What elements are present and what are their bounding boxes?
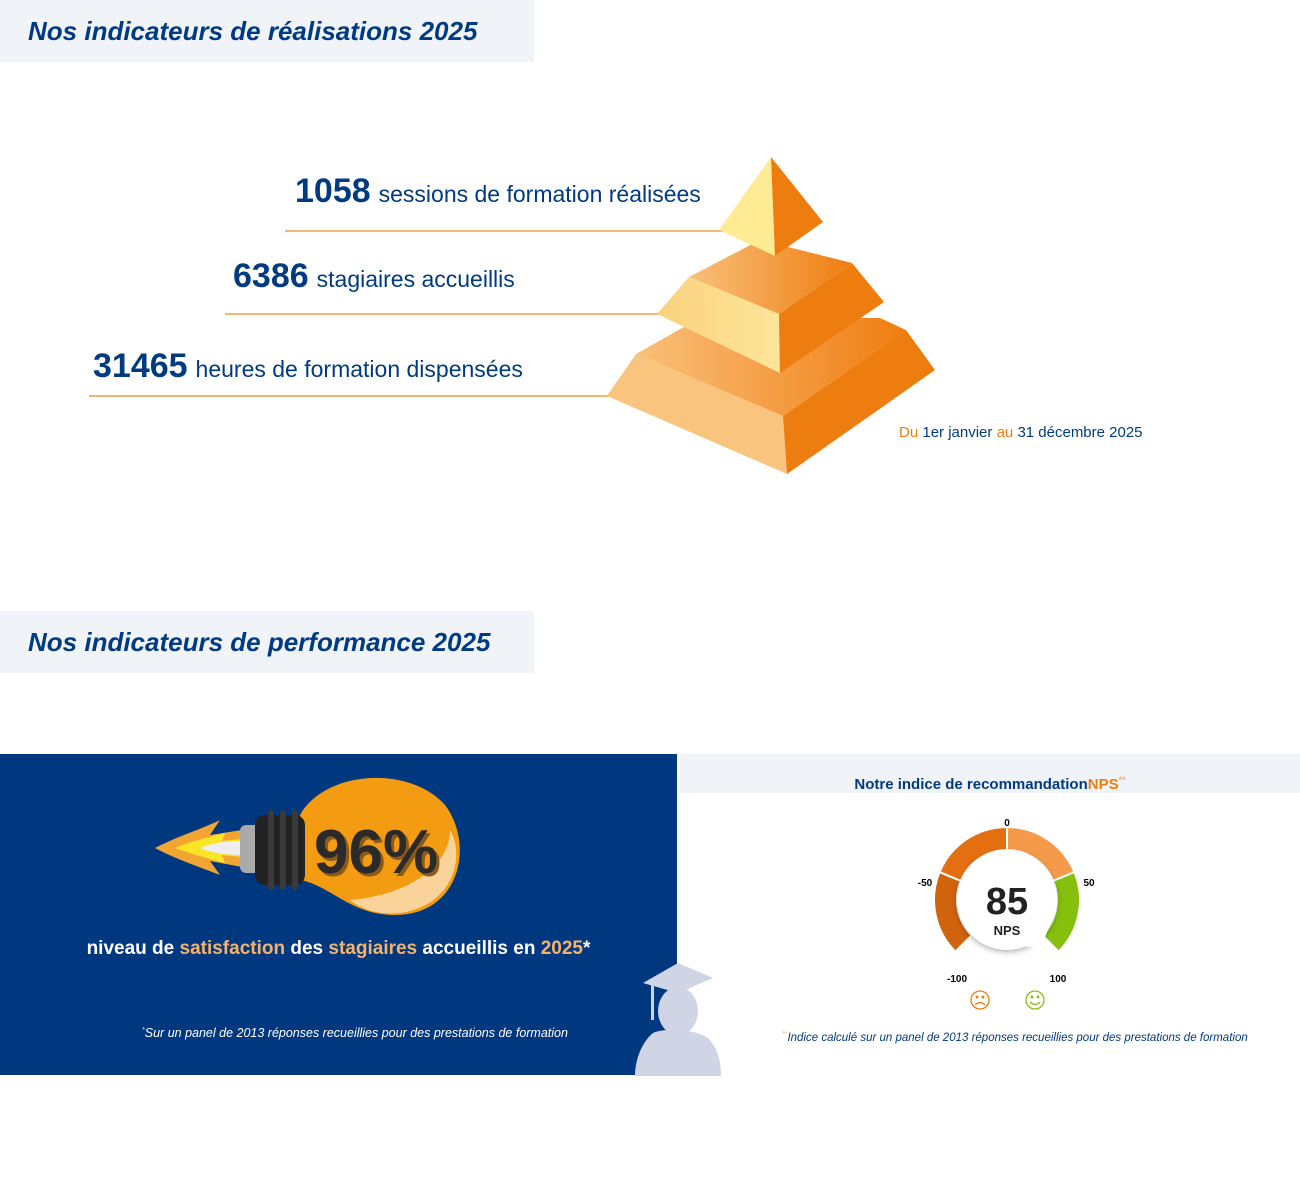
nps-center <box>957 850 1057 950</box>
section-title: Nos indicateurs de performance 2025 <box>28 627 491 657</box>
stat-value: 1058 <box>295 172 371 210</box>
divider <box>89 395 614 397</box>
nps-header: Notre indice de recommandation NPS** <box>680 754 1300 793</box>
pyramid-illustration <box>607 157 935 474</box>
section-title: Nos indicateurs de réalisations 2025 <box>28 16 478 46</box>
nps-value: 85 <box>986 881 1028 923</box>
satisfaction-footnote: *Sur un panel de 2013 réponses recueilli… <box>142 1026 568 1040</box>
nps-footnote: **Indice calculé sur un panel de 2013 ré… <box>782 1031 1248 1044</box>
nps-gauge: 85 NPS -100 -50 0 50 100 <box>918 818 1095 1010</box>
tick-label: 100 <box>1050 974 1067 985</box>
stat-value: 31465 <box>93 347 188 385</box>
graduate-silhouette-icon <box>635 963 721 1076</box>
stat-label: stagiaires accueillis <box>316 266 515 292</box>
satisfaction-text: niveau de satisfaction des stagiaires ac… <box>86 938 591 959</box>
stat-value: 6386 <box>233 257 309 295</box>
tick-label: -50 <box>918 878 933 889</box>
divider <box>225 313 665 315</box>
happy-face-icon <box>1025 990 1045 1010</box>
tick-label: -100 <box>947 974 967 985</box>
period-text: Du 1er janvier au 31 décembre 2025 <box>899 424 1143 441</box>
sad-face-icon <box>970 990 990 1010</box>
tick-label: 50 <box>1083 878 1095 889</box>
nps-pointer <box>1020 925 1050 949</box>
lightbulb-rocket-icon: 96% <box>155 777 460 915</box>
tick-label: 0 <box>1004 818 1010 829</box>
stat-label: sessions de formation réalisées <box>378 181 701 207</box>
section-header-realisations: Nos indicateurs de réalisations 2025 <box>0 0 534 62</box>
divider <box>285 230 725 232</box>
stat-label: heures de formation dispensées <box>195 356 523 382</box>
stat-trainees: 6386 stagiaires accueillis <box>233 257 515 296</box>
satisfaction-value: 96% <box>314 818 438 887</box>
stat-sessions: 1058 sessions de formation réalisées <box>295 172 701 211</box>
nps-unit: NPS <box>994 923 1021 938</box>
stat-hours: 31465 heures de formation dispensées <box>93 347 523 386</box>
section-header-performance: Nos indicateurs de performance 2025 <box>0 611 534 673</box>
